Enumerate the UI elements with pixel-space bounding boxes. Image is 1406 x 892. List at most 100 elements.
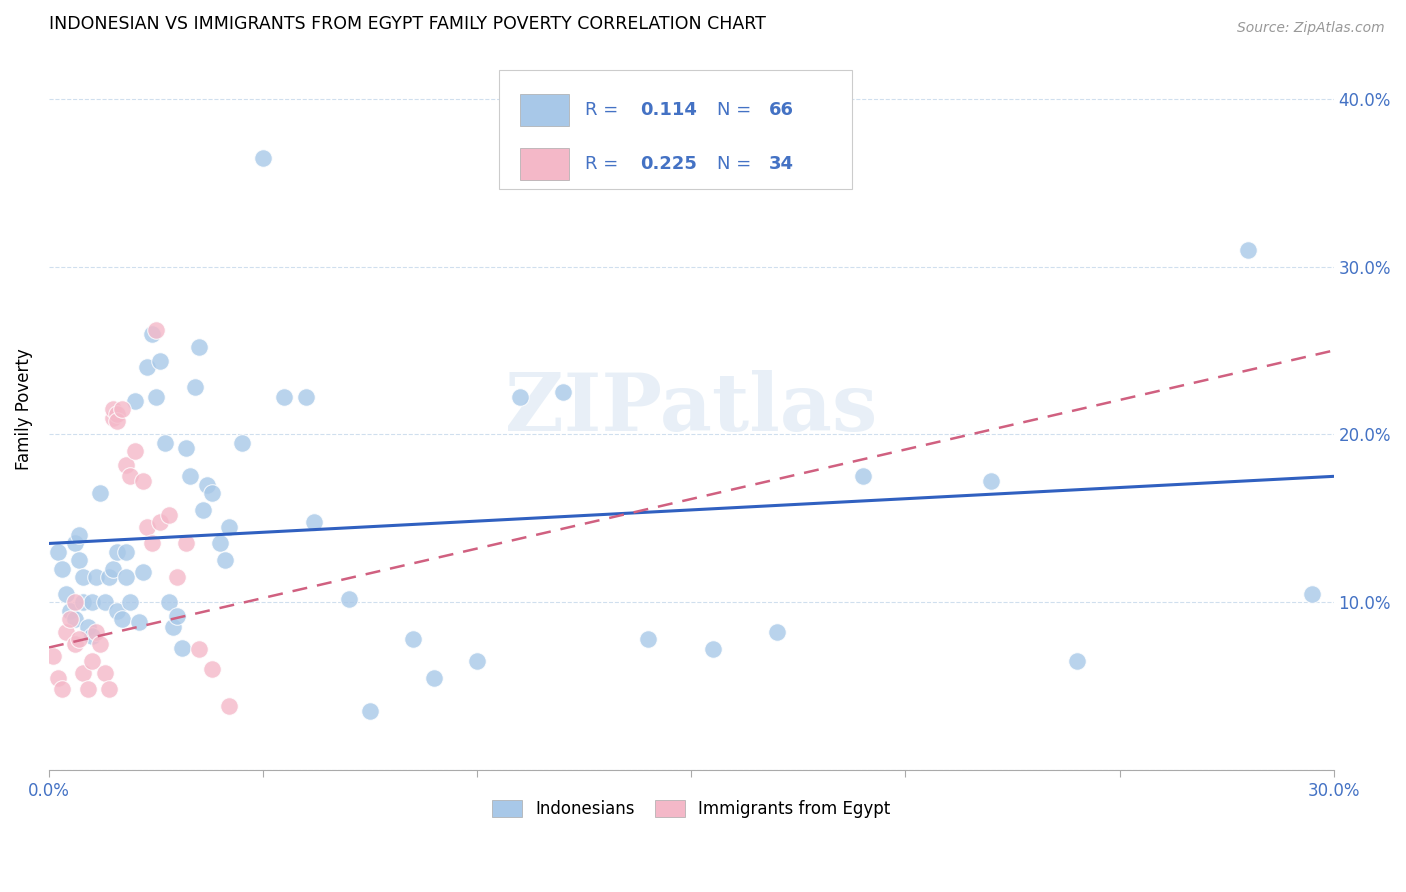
- Point: [423, 671, 446, 685]
- Point: [72, 595, 94, 609]
- Text: N =: N =: [717, 155, 756, 173]
- Point: [115, 545, 138, 559]
- Point: [67, 528, 90, 542]
- Point: [157, 508, 180, 522]
- Point: [170, 640, 193, 655]
- Point: [72, 570, 94, 584]
- Point: [46, 671, 69, 685]
- Point: [218, 699, 240, 714]
- Point: [273, 391, 295, 405]
- Point: [183, 380, 205, 394]
- Point: [80, 595, 103, 609]
- Point: [63, 637, 86, 651]
- Point: [115, 570, 138, 584]
- Point: [1066, 654, 1088, 668]
- Text: N =: N =: [717, 101, 756, 120]
- Point: [42, 648, 65, 663]
- Point: [97, 682, 120, 697]
- Point: [111, 402, 134, 417]
- Text: 34: 34: [769, 155, 793, 173]
- Point: [93, 595, 115, 609]
- Point: [107, 414, 129, 428]
- Point: [980, 475, 1002, 489]
- Point: [120, 595, 142, 609]
- Text: INDONESIAN VS IMMIGRANTS FROM EGYPT FAMILY POVERTY CORRELATION CHART: INDONESIAN VS IMMIGRANTS FROM EGYPT FAMI…: [49, 15, 766, 33]
- Point: [136, 360, 159, 375]
- Point: [166, 608, 188, 623]
- Point: [59, 604, 82, 618]
- Point: [107, 407, 129, 421]
- Point: [1301, 587, 1323, 601]
- Point: [132, 475, 155, 489]
- Text: 66: 66: [769, 101, 793, 120]
- Point: [509, 391, 531, 405]
- Point: [153, 435, 176, 450]
- Point: [55, 625, 77, 640]
- Point: [1237, 243, 1260, 257]
- Point: [337, 591, 360, 606]
- Point: [295, 391, 318, 405]
- Point: [72, 665, 94, 680]
- Point: [128, 615, 150, 630]
- Point: [179, 469, 201, 483]
- Point: [551, 385, 574, 400]
- Point: [162, 620, 184, 634]
- Point: [107, 604, 129, 618]
- Point: [80, 629, 103, 643]
- Point: [702, 642, 724, 657]
- Point: [187, 642, 209, 657]
- Point: [766, 625, 789, 640]
- Point: [252, 151, 274, 165]
- Point: [304, 515, 326, 529]
- FancyBboxPatch shape: [520, 148, 569, 180]
- Point: [157, 595, 180, 609]
- Point: [124, 393, 146, 408]
- Point: [97, 570, 120, 584]
- Point: [218, 519, 240, 533]
- Point: [84, 570, 107, 584]
- Point: [145, 323, 167, 337]
- Point: [120, 469, 142, 483]
- Point: [852, 469, 875, 483]
- Text: Source: ZipAtlas.com: Source: ZipAtlas.com: [1237, 21, 1385, 35]
- Point: [46, 545, 69, 559]
- Point: [187, 340, 209, 354]
- Point: [149, 353, 172, 368]
- Point: [359, 704, 381, 718]
- Point: [402, 632, 425, 646]
- Point: [166, 570, 188, 584]
- Point: [149, 515, 172, 529]
- Point: [103, 402, 125, 417]
- Y-axis label: Family Poverty: Family Poverty: [15, 349, 32, 470]
- Point: [103, 561, 125, 575]
- Text: R =: R =: [585, 101, 624, 120]
- Point: [637, 632, 659, 646]
- Point: [201, 486, 224, 500]
- Point: [191, 503, 214, 517]
- Point: [209, 536, 232, 550]
- Point: [89, 637, 111, 651]
- Point: [145, 391, 167, 405]
- Point: [67, 632, 90, 646]
- Point: [103, 410, 125, 425]
- Text: 0.225: 0.225: [640, 155, 697, 173]
- Text: R =: R =: [585, 155, 624, 173]
- Point: [89, 486, 111, 500]
- Point: [174, 536, 197, 550]
- Point: [141, 536, 163, 550]
- Point: [115, 458, 138, 472]
- Point: [84, 625, 107, 640]
- Point: [136, 519, 159, 533]
- Text: ZIPatlas: ZIPatlas: [505, 370, 877, 448]
- Point: [76, 620, 98, 634]
- Point: [55, 587, 77, 601]
- FancyBboxPatch shape: [520, 94, 569, 127]
- Point: [214, 553, 236, 567]
- Point: [51, 561, 73, 575]
- Legend: Indonesians, Immigrants from Egypt: Indonesians, Immigrants from Egypt: [484, 792, 898, 827]
- FancyBboxPatch shape: [499, 70, 852, 189]
- Point: [174, 441, 197, 455]
- Point: [124, 444, 146, 458]
- Point: [63, 612, 86, 626]
- Point: [93, 665, 115, 680]
